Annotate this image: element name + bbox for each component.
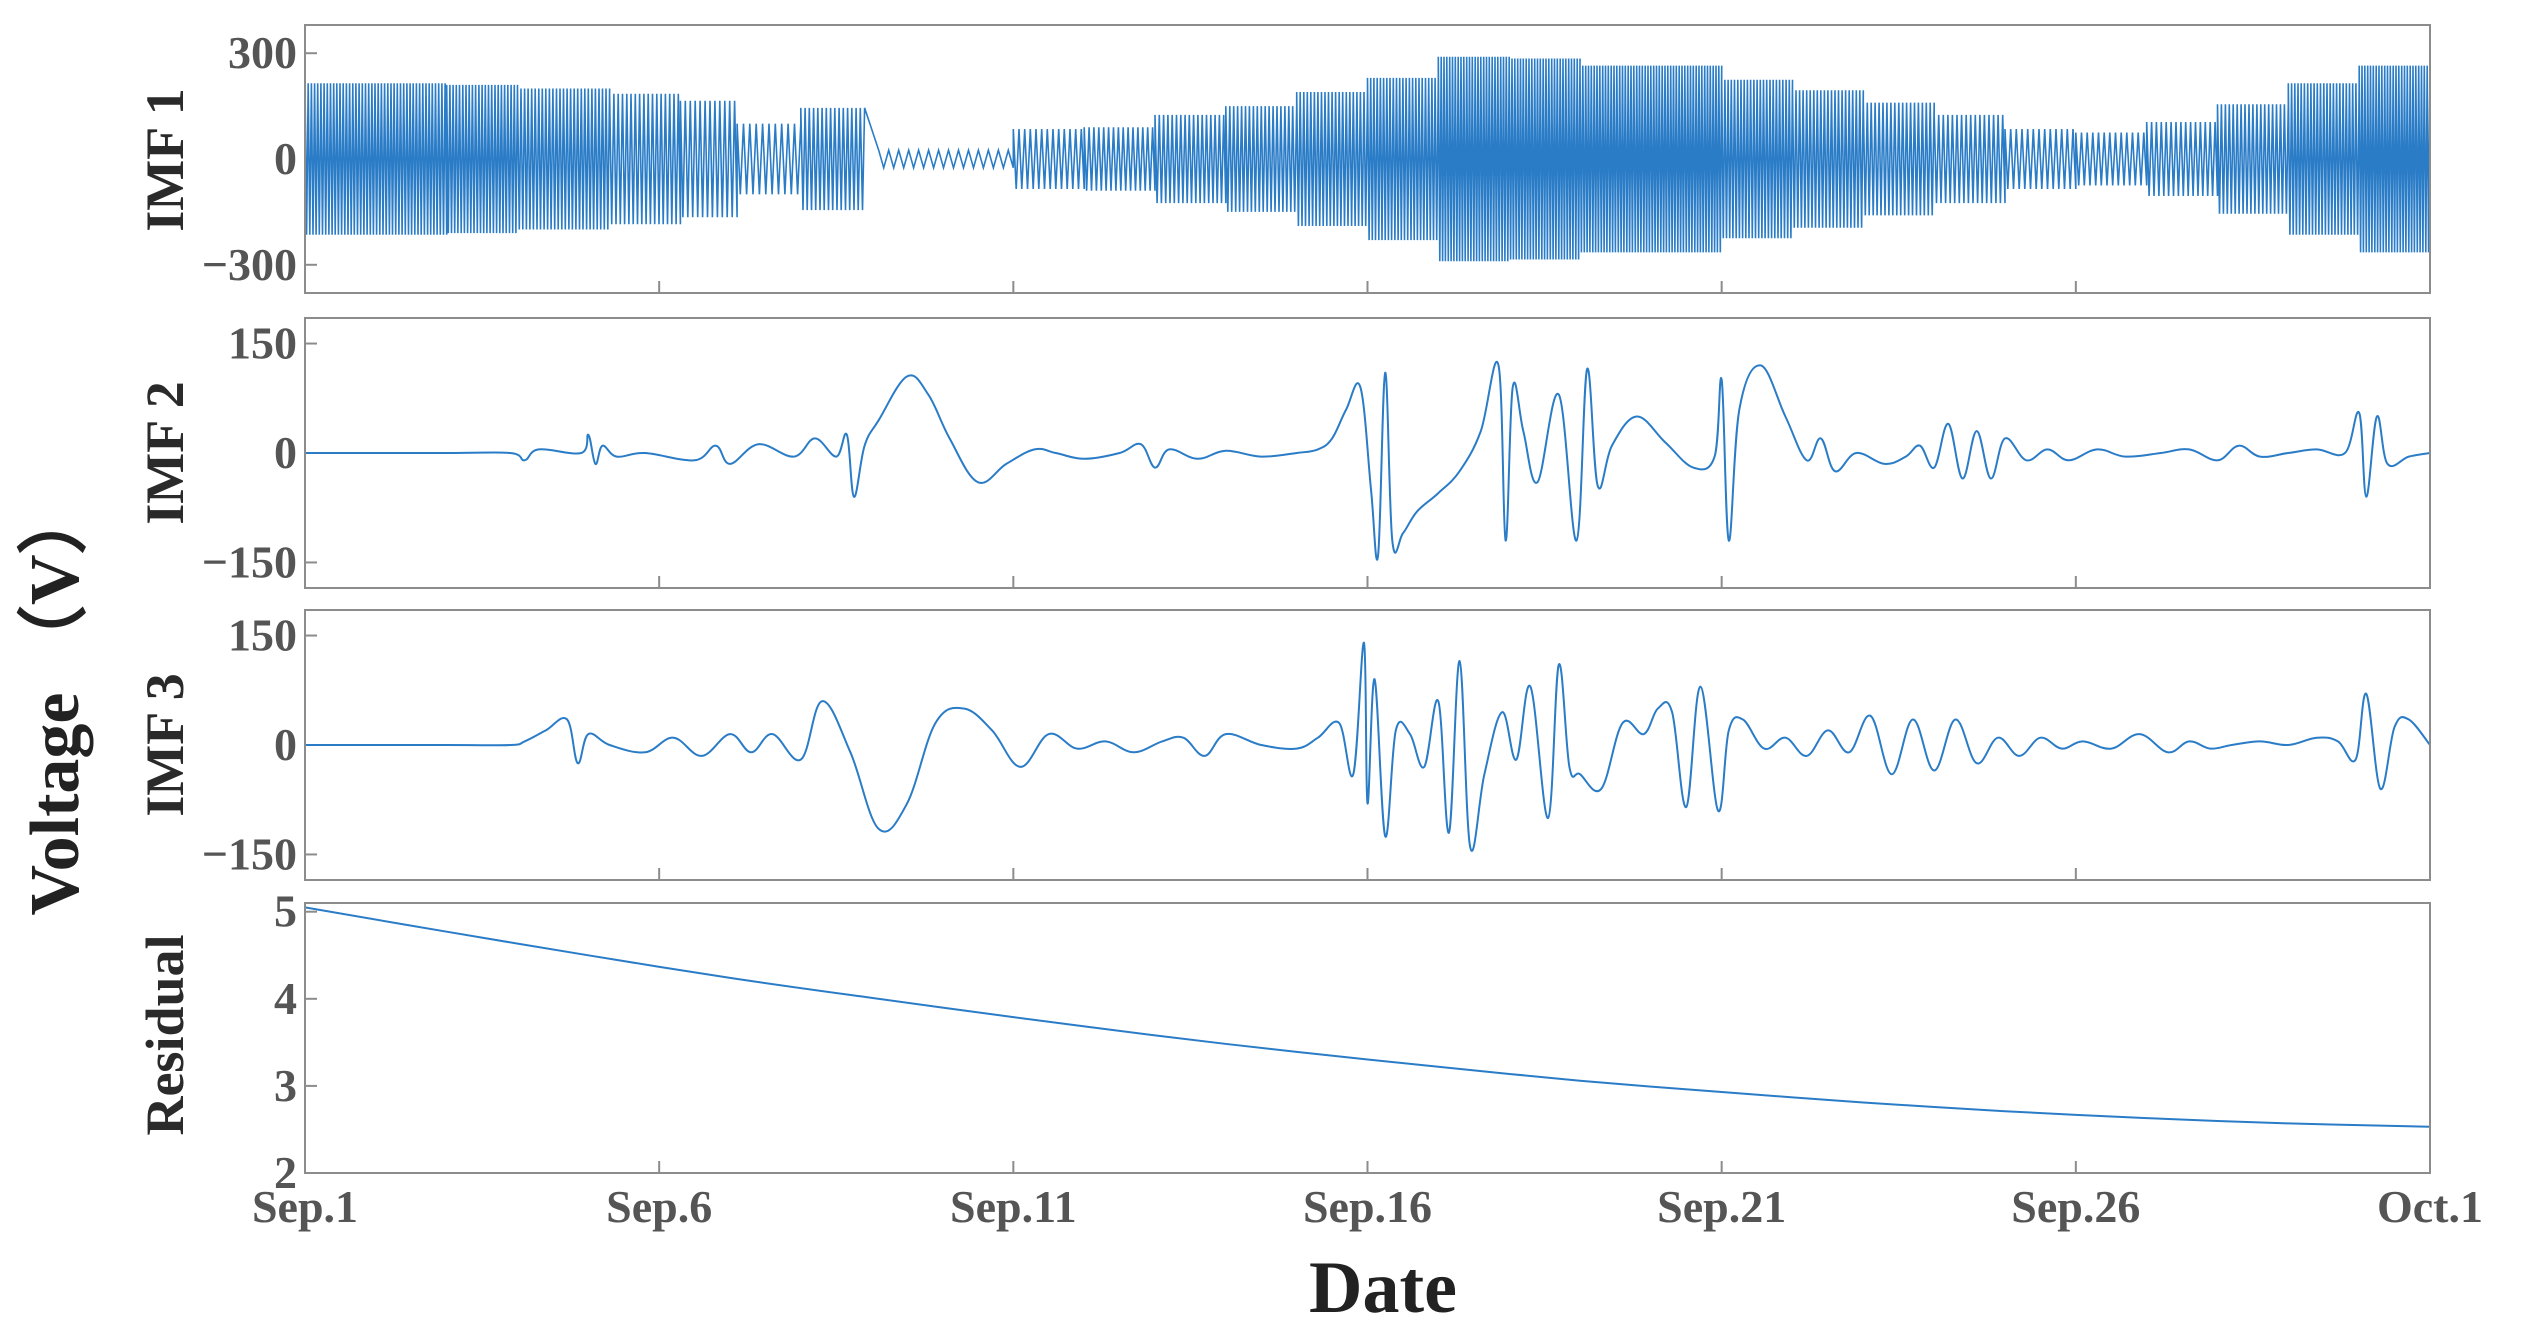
y-tick-label: 0 xyxy=(274,427,297,478)
panel-imf3: IMF 3 150 0 −150 xyxy=(135,609,2431,881)
y-tick-label: −300 xyxy=(202,239,297,290)
y-tick-label: −150 xyxy=(202,536,297,587)
x-axis-ticks: Sep.1 Sep.6 Sep.11 Sep.16 Sep.21 Sep.26 Oct.1 xyxy=(252,1181,2483,1232)
y-tick-label: 0 xyxy=(274,133,297,184)
y-tick-label: 4 xyxy=(274,973,297,1024)
panel-imf1-frame xyxy=(304,24,2431,294)
x-tick-label: Sep.26 xyxy=(2011,1181,2140,1232)
x-tick-label: Sep.11 xyxy=(950,1181,1077,1232)
residual-series-line xyxy=(304,906,2431,1128)
y-tick-label: 3 xyxy=(274,1060,297,1111)
x-tick-label: Sep.1 xyxy=(252,1181,358,1232)
panel-imf2-frame xyxy=(304,317,2431,589)
y-tick-label: 5 xyxy=(274,886,297,937)
panel-imf3-frame xyxy=(304,609,2431,881)
panel-imf2: IMF 2 150 0 −150 xyxy=(135,317,2431,589)
y-tick-label: 2 xyxy=(274,1147,297,1198)
panel-imf1: IMF 1 300 0 −300 xyxy=(135,24,2431,294)
y-tick-label: 150 xyxy=(228,318,297,369)
panel-residual-frame xyxy=(304,902,2431,1174)
panel-imf2-ylabel: IMF 2 xyxy=(135,381,195,524)
y-tick-label: 300 xyxy=(228,27,297,78)
y-tick-label: 0 xyxy=(274,719,297,770)
y-tick-label: −150 xyxy=(202,828,297,879)
panel-residual-ylabel: Residual xyxy=(135,934,195,1135)
figure-ylabel: Voltage （V） xyxy=(16,484,94,915)
x-tick-label: Sep.6 xyxy=(606,1181,712,1232)
y-tick-label: 150 xyxy=(228,610,297,661)
imf2-series-line xyxy=(305,361,2431,561)
figure-xlabel: Date xyxy=(1309,1247,1457,1329)
panel-imf3-ylabel: IMF 3 xyxy=(135,673,195,816)
x-tick-label: Sep.21 xyxy=(1657,1181,1786,1232)
panel-residual: Residual 5 4 3 2 xyxy=(135,886,2431,1198)
x-tick-label: Sep.16 xyxy=(1303,1181,1432,1232)
imf3-series-line xyxy=(305,641,2431,852)
x-tick-label: Oct.1 xyxy=(2377,1181,2483,1232)
imf1-series-line xyxy=(304,56,2431,262)
panel-imf1-ylabel: IMF 1 xyxy=(135,88,195,231)
